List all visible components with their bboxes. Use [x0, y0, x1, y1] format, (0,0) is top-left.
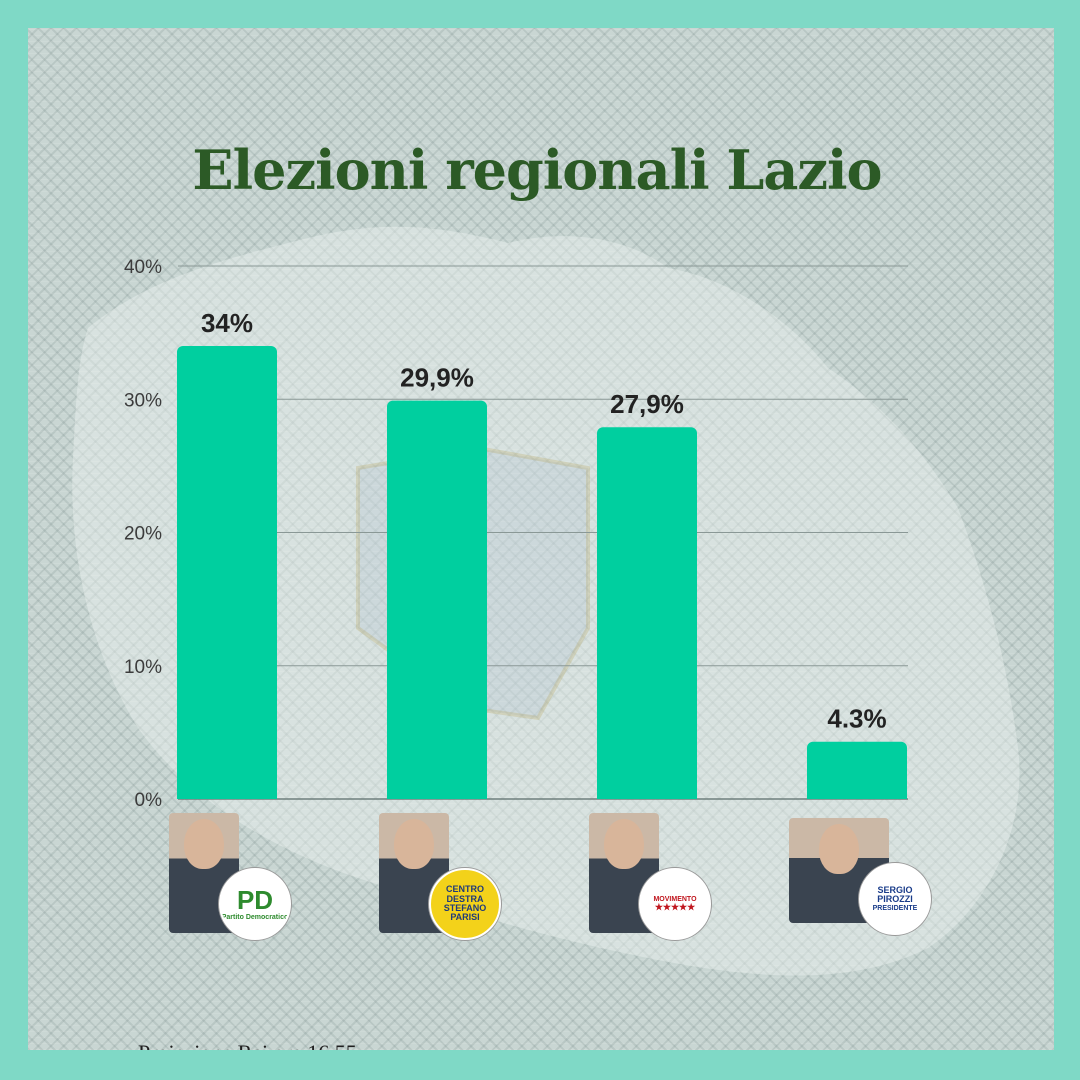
logo-text: PD	[236, 884, 274, 915]
candidate-photo	[169, 813, 239, 933]
bar-base	[387, 791, 487, 799]
y-tick-label: 10%	[124, 657, 162, 678]
logo-text: STEFANO	[443, 903, 487, 913]
logo-text: MOVIMENTO	[653, 895, 697, 903]
logo-text: PRESIDENTE	[872, 904, 918, 912]
bar-value-label: 29,9%	[400, 363, 474, 393]
candidate-card: SERGIO PIROZZI PRESIDENTE	[789, 818, 931, 948]
source-footnote: Proiezione Rai ore 16.55	[138, 1040, 357, 1050]
y-tick-label: 30%	[124, 390, 162, 411]
candidate-card: PD Partito Democratico	[169, 813, 299, 943]
candidate-head	[819, 824, 859, 874]
pd-logo: PD Partito Democratico	[219, 868, 291, 940]
centrodestra-logo: CENTRO DESTRA STEFANO PARISI	[429, 868, 501, 940]
logo-text: PARISI	[450, 912, 480, 923]
candidate-photo	[589, 813, 659, 933]
bar-chart: 0% 10% 20% 30% 40% 34% 29,9% 27,9% 4.3%	[124, 257, 908, 811]
bar	[177, 345, 277, 799]
bar-base	[177, 791, 277, 799]
candidate-head	[394, 819, 434, 869]
chart-title: Elezioni regionali Lazio	[192, 138, 882, 202]
candidate-card: MOVIMENTO ★★★★★	[589, 813, 719, 943]
y-tick-label: 40%	[124, 257, 162, 278]
bar-base	[807, 791, 907, 799]
logo-text: ★★★★★	[654, 901, 696, 912]
candidate-head	[184, 819, 224, 869]
bar-value-label: 4.3%	[827, 704, 886, 734]
bar	[807, 741, 907, 799]
y-tick-label: 0%	[135, 790, 163, 811]
y-tick-label: 20%	[124, 524, 162, 545]
bar	[597, 427, 697, 799]
logo-text: Partito Democratico	[221, 913, 289, 921]
candidate-head	[604, 819, 644, 869]
candidate-card: CENTRO DESTRA STEFANO PARISI	[379, 813, 509, 943]
logo-text: CENTRO	[446, 884, 484, 895]
pirozzi-logo: SERGIO PIROZZI PRESIDENTE	[859, 863, 931, 935]
logo-text: SERGIO	[877, 884, 913, 895]
logo-text: DESTRA	[446, 893, 484, 904]
bar	[387, 400, 487, 799]
bar-value-label: 34%	[201, 308, 253, 338]
bar-value-label: 27,9%	[610, 389, 684, 419]
chart-panel: 0% 10% 20% 30% 40% 34% 29,9% 27,9% 4.3% Elezion…	[28, 28, 1054, 1050]
m5s-logo: MOVIMENTO ★★★★★	[639, 868, 711, 940]
logo-text: PIROZZI	[877, 894, 913, 905]
bar-base	[597, 791, 697, 799]
